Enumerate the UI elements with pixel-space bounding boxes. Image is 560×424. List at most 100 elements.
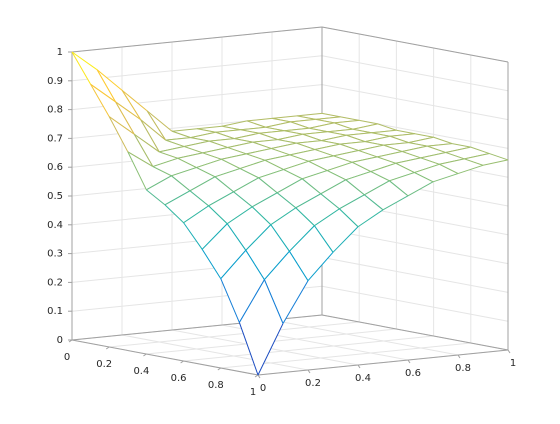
mesh-edge xyxy=(196,128,216,133)
mesh-edge xyxy=(339,194,365,210)
mesh-face xyxy=(308,155,353,171)
mesh-edge xyxy=(445,146,471,154)
axis-line xyxy=(257,349,509,376)
y-tick-label: 0 xyxy=(260,383,266,394)
mesh-face xyxy=(439,158,483,174)
mesh-edge xyxy=(332,226,359,253)
mesh-edge xyxy=(352,128,372,134)
mesh-edge xyxy=(289,154,309,162)
mesh-edge xyxy=(265,121,291,128)
mesh-edge xyxy=(276,178,303,194)
z-tick-label: 1 xyxy=(57,47,63,58)
mesh-face xyxy=(177,152,222,168)
mesh-edge xyxy=(307,251,334,282)
mesh-face xyxy=(395,157,440,173)
grid-line xyxy=(321,55,509,92)
mesh-edge xyxy=(371,132,391,137)
mesh-edge xyxy=(234,138,253,143)
y-tick-label: 0.6 xyxy=(405,368,421,379)
mesh-edge xyxy=(240,126,266,131)
y-tick-label: 0.2 xyxy=(305,378,321,389)
mesh-face xyxy=(215,129,260,139)
grid-line xyxy=(321,84,509,121)
mesh-edge xyxy=(238,279,265,323)
mesh-edge xyxy=(283,169,303,180)
mesh-edge xyxy=(258,177,278,194)
mesh-edge xyxy=(165,139,185,148)
mesh-face xyxy=(270,207,315,252)
mesh-face xyxy=(289,225,333,281)
mesh-edge xyxy=(202,147,228,154)
mesh-face xyxy=(296,140,340,150)
mesh-edge xyxy=(302,131,328,135)
mesh-edge xyxy=(315,118,335,124)
mesh-edge xyxy=(240,129,260,134)
mesh-edge xyxy=(358,150,378,158)
mesh-edge xyxy=(389,172,415,182)
mesh-edge xyxy=(364,180,390,196)
mesh-edge xyxy=(346,134,366,143)
tick-mark xyxy=(357,364,361,369)
mesh-edge xyxy=(414,163,440,174)
mesh-face xyxy=(72,52,116,102)
mesh-edge xyxy=(383,142,409,146)
mesh-face xyxy=(222,120,266,130)
mesh-face xyxy=(383,142,428,152)
mesh-face xyxy=(127,151,172,190)
mesh-edge xyxy=(327,161,353,172)
mesh-edge xyxy=(358,144,384,152)
mesh-face xyxy=(245,224,290,280)
mesh-edge xyxy=(315,116,341,120)
mesh-edge xyxy=(209,138,235,142)
mesh-face xyxy=(364,180,408,210)
mesh-edge xyxy=(345,171,371,181)
mesh-edge xyxy=(402,145,428,153)
mesh-edge xyxy=(196,125,223,130)
mesh-edge xyxy=(270,207,297,226)
mesh-edge xyxy=(271,115,298,119)
mesh-edge xyxy=(427,145,446,154)
y-tick-label: 0.4 xyxy=(355,373,371,384)
mesh-edge xyxy=(333,150,359,157)
mesh-edge xyxy=(482,159,509,166)
mesh-edge xyxy=(233,177,259,193)
mesh-edge xyxy=(246,153,266,161)
mesh-face xyxy=(227,206,271,251)
mesh-edge xyxy=(252,141,272,150)
mesh-edge xyxy=(71,51,92,85)
mesh-face xyxy=(427,143,471,153)
mesh-edge xyxy=(377,123,397,131)
x-tick-label: 0 xyxy=(64,352,70,363)
mesh-face xyxy=(115,101,160,152)
mesh-face xyxy=(302,131,347,141)
mesh-edge xyxy=(357,209,384,228)
mesh-edge xyxy=(321,112,341,118)
mesh-edge xyxy=(395,157,421,164)
mesh-edge xyxy=(271,117,291,123)
mesh-edge xyxy=(133,134,154,167)
mesh-edge xyxy=(140,119,160,153)
mesh-edge xyxy=(246,120,266,128)
mesh-edge xyxy=(283,160,309,171)
mesh-edge xyxy=(171,128,198,132)
mesh-face xyxy=(190,132,235,142)
mesh-edge xyxy=(395,162,415,174)
mesh-edge xyxy=(177,152,203,159)
mesh-edge xyxy=(127,151,154,167)
mesh-edge xyxy=(146,189,166,206)
mesh-edge xyxy=(470,146,490,155)
mesh-edge xyxy=(226,223,247,251)
mesh-edge xyxy=(408,142,428,147)
mesh-edge xyxy=(445,152,465,160)
x-tick-label: 0.4 xyxy=(133,366,149,377)
mesh-edge xyxy=(265,126,285,132)
mesh-edge xyxy=(121,89,142,120)
mesh-face xyxy=(334,120,378,130)
mesh-edge xyxy=(414,172,434,183)
mesh-edge xyxy=(245,250,265,280)
mesh-edge xyxy=(345,179,365,196)
grid-line xyxy=(271,319,459,356)
grid-line xyxy=(321,256,509,293)
mesh-edge xyxy=(71,51,98,71)
mesh-edge xyxy=(339,143,359,152)
